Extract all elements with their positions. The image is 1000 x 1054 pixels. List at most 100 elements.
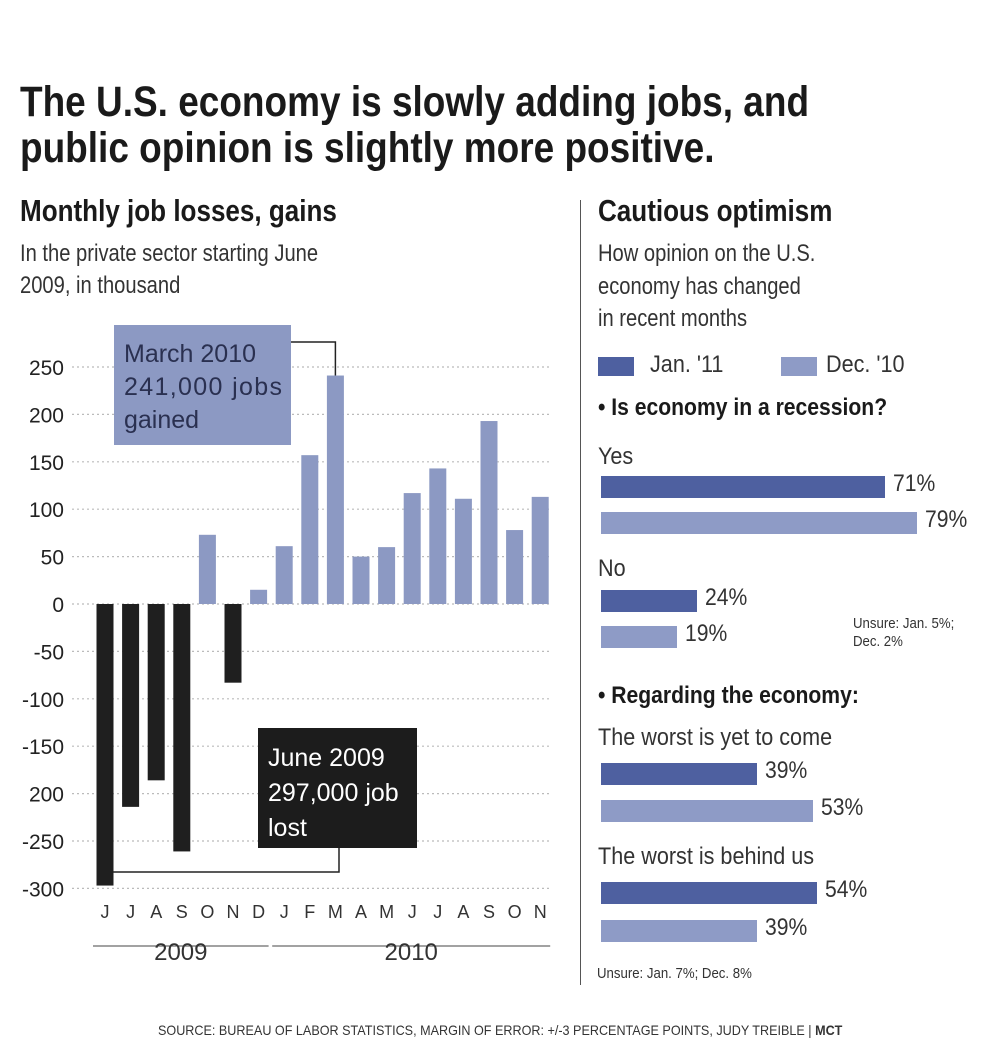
panel-divider <box>580 200 581 985</box>
value-label: 39% <box>765 757 808 784</box>
bar-jan <box>601 476 885 498</box>
bar-jan <box>601 882 817 904</box>
callout-text: 241,000 jobs <box>124 373 282 401</box>
y-tick-label: -50 <box>34 641 64 664</box>
bar-8 <box>301 455 319 604</box>
answer-label: No <box>598 555 626 582</box>
bar-15 <box>480 421 498 604</box>
headline-line-1: The U.S. economy is slowly adding jobs, … <box>20 78 810 126</box>
value-label: 71% <box>893 470 936 497</box>
bar-17 <box>531 496 549 604</box>
callout-connector <box>113 848 340 873</box>
answer-label: The worst is behind us <box>598 843 815 870</box>
bar-jan <box>601 590 697 612</box>
job-chart-subtitle-1: In the private sector starting June <box>20 240 319 267</box>
callout-text: March 2010 <box>124 340 256 368</box>
bar-jan <box>601 763 757 785</box>
answer-label: The worst is yet to come <box>598 724 833 751</box>
source-line: SOURCE: BUREAU OF LABOR STATISTICS, MARG… <box>158 1022 842 1038</box>
bar-3 <box>173 604 191 852</box>
bar-6 <box>250 589 268 604</box>
bar-9 <box>326 375 344 604</box>
y-tick-label: -100 <box>22 689 64 712</box>
job-chart-subtitle-2: 2009, in thousand <box>20 272 181 299</box>
y-tick-label: 150 <box>29 452 64 475</box>
x-tick-label: M <box>328 902 343 922</box>
y-tick-label: 50 <box>41 547 64 570</box>
x-tick-label: N <box>534 902 547 922</box>
bar-dec <box>601 800 813 822</box>
value-label: 79% <box>925 506 968 533</box>
question-heading: • Regarding the economy: <box>598 682 859 709</box>
callout-text: gained <box>124 406 199 434</box>
value-label: 19% <box>685 620 728 647</box>
source-credit: MCT <box>815 1022 843 1038</box>
value-label: 53% <box>821 794 864 821</box>
bar-16 <box>506 530 524 604</box>
x-tick-label: A <box>355 902 367 922</box>
job-chart-title: Monthly job losses, gains <box>20 193 337 228</box>
bar-10 <box>352 556 370 604</box>
x-tick-label: J <box>126 902 135 922</box>
y-tick-label: -150 <box>22 736 64 759</box>
y-tick-label: 200 <box>29 404 64 427</box>
x-tick-label: S <box>176 902 188 922</box>
legend-label-jan: Jan. '11 <box>650 351 724 378</box>
headline-line-2: public opinion is slightly more positive… <box>20 124 715 172</box>
bar-1 <box>122 604 140 807</box>
bar-14 <box>454 498 472 604</box>
value-label: 24% <box>705 584 748 611</box>
opinion-subtitle-1: How opinion on the U.S. <box>598 240 816 267</box>
x-tick-label: S <box>483 902 495 922</box>
bar-dec <box>601 512 917 534</box>
bar-dec <box>601 626 677 648</box>
year-label: 2009 <box>154 939 207 966</box>
y-tick-label: -300 <box>22 878 64 901</box>
bar-2 <box>147 604 165 781</box>
y-tick-label: 250 <box>29 357 64 380</box>
x-tick-label: A <box>457 902 469 922</box>
y-tick-label: 100 <box>29 499 64 522</box>
bar-4 <box>198 534 216 604</box>
x-tick-label: J <box>433 902 442 922</box>
value-label: 54% <box>825 876 868 903</box>
legend-swatch-jan <box>598 357 634 376</box>
opinion-subtitle-2: economy has changed <box>598 273 801 300</box>
legend-label-dec: Dec. '10 <box>826 351 905 378</box>
x-tick-label: A <box>150 902 162 922</box>
callout-text: June 2009 <box>268 744 385 772</box>
x-tick-label: F <box>304 902 315 922</box>
y-tick-label: 0 <box>52 594 64 617</box>
callout-text: 297,000 job <box>268 779 399 807</box>
y-tick-label: -250 <box>22 831 64 854</box>
question-heading: • Is economy in a recession? <box>598 394 888 421</box>
x-tick-label: J <box>280 902 289 922</box>
year-label: 2010 <box>385 939 438 966</box>
bar-dec <box>601 920 757 942</box>
opinion-subtitle-3: in recent months <box>598 305 748 332</box>
x-tick-label: D <box>252 902 265 922</box>
unsure-note: Unsure: Jan. 7%; Dec. 8% <box>597 965 752 982</box>
bar-13 <box>429 468 447 604</box>
source-text: SOURCE: BUREAU OF LABOR STATISTICS, MARG… <box>158 1022 816 1038</box>
opinion-title: Cautious optimism <box>598 193 833 228</box>
callout-box-loss <box>258 728 417 848</box>
callout-box-gain <box>114 325 291 445</box>
x-tick-label: N <box>227 902 240 922</box>
value-label: 39% <box>765 914 808 941</box>
bar-12 <box>403 493 421 604</box>
legend-swatch-dec <box>781 357 817 376</box>
bar-0 <box>96 604 114 886</box>
bar-5 <box>224 604 242 683</box>
x-tick-label: M <box>379 902 394 922</box>
y-tick-label: 200 <box>29 784 64 807</box>
callout-text: lost <box>268 814 307 842</box>
bar-7 <box>275 546 293 604</box>
x-tick-label: J <box>408 902 417 922</box>
unsure-note: Unsure: Jan. 5%; <box>853 615 955 632</box>
bar-11 <box>378 547 396 604</box>
unsure-note: Dec. 2% <box>853 633 903 650</box>
answer-label: Yes <box>598 443 634 470</box>
